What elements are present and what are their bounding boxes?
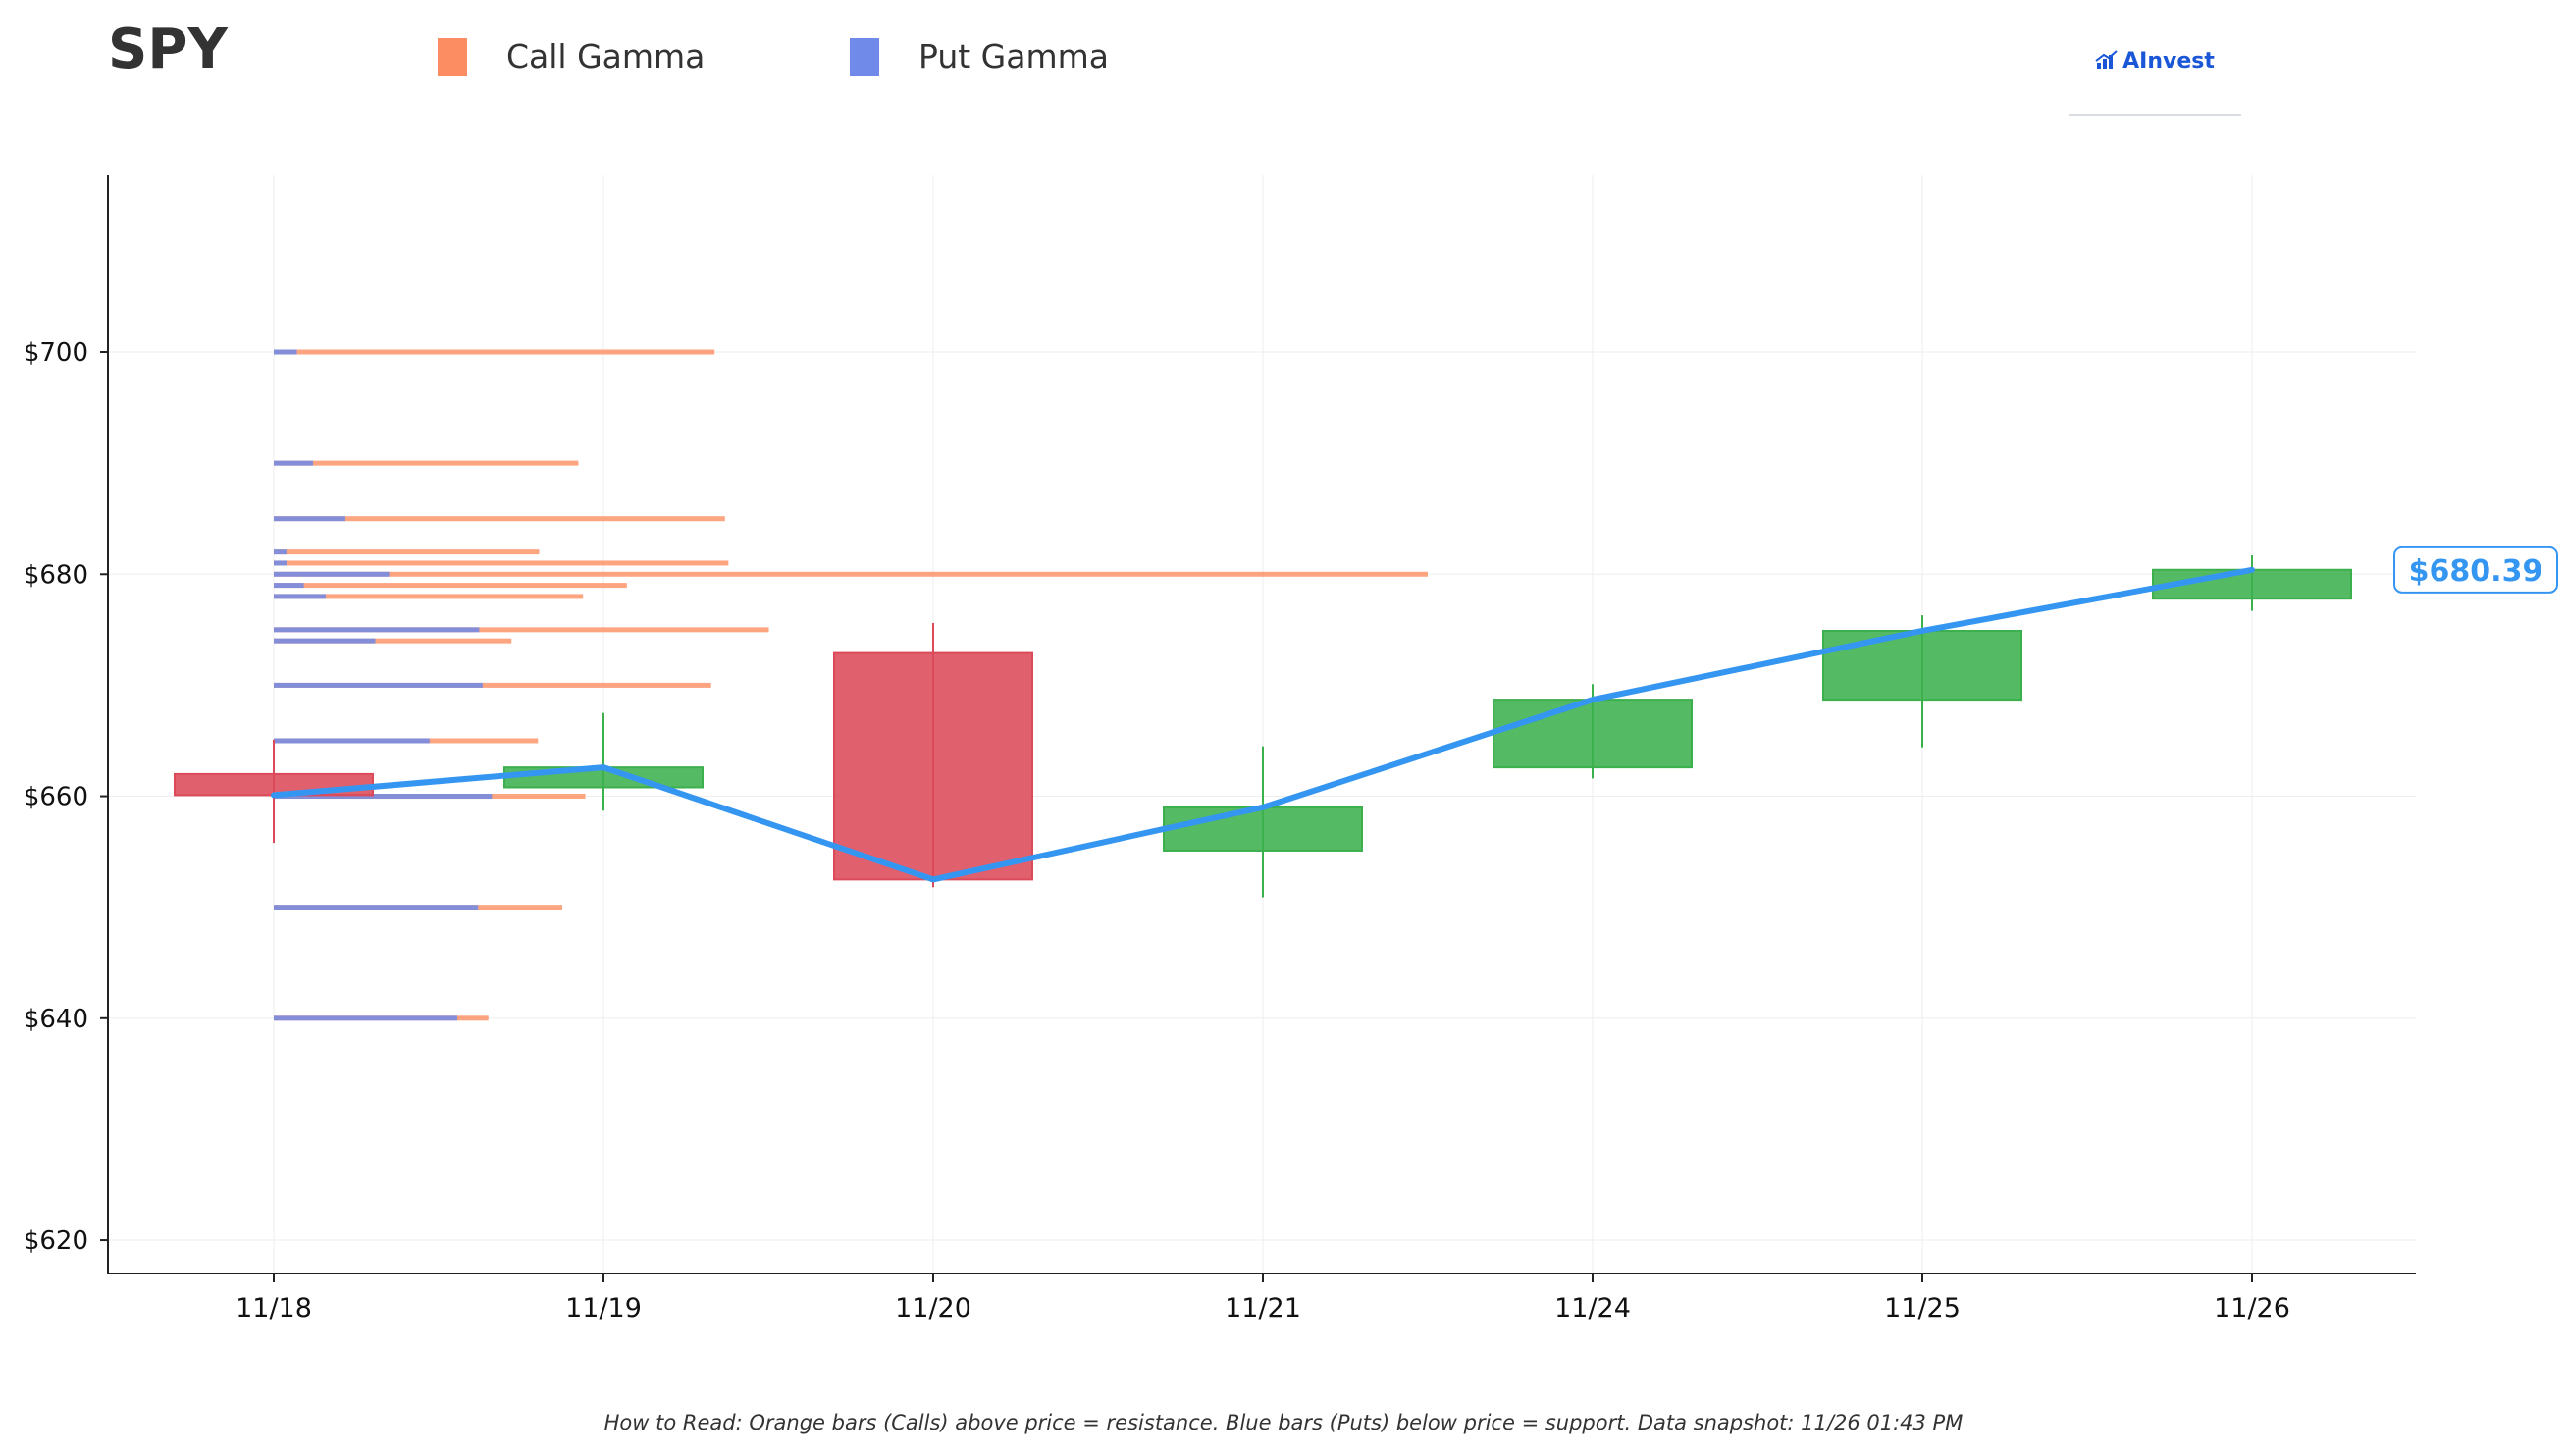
y-tick-label: $640 (24, 1005, 88, 1034)
candle-body (1493, 699, 1693, 769)
current-price-badge (2393, 546, 2558, 594)
put-gamma-bar (274, 738, 430, 744)
legend-put-gamma-label: Put Gamma (918, 37, 1109, 76)
call-gamma-bar (274, 583, 627, 589)
candle-body (503, 766, 704, 789)
current-price-label: $680.39 (2409, 554, 2543, 589)
gamma-layer (274, 349, 1428, 1021)
x-tick-label: 11/19 (565, 1293, 642, 1324)
call-gamma-bar (274, 627, 769, 633)
put-gamma-bar (274, 905, 479, 910)
call-gamma-bar (274, 549, 540, 555)
how-to-read-footnote: How to Read: Orange bars (Calls) above p… (603, 1411, 1964, 1434)
candle-body (1163, 806, 1363, 852)
candle-layer (174, 555, 2352, 898)
call-gamma-bar (274, 349, 715, 355)
grid-layer (108, 175, 2416, 1274)
ainvest-logo: AInvest (2069, 49, 2241, 116)
ticker-title: SPY (108, 18, 228, 81)
candle-body (174, 772, 374, 797)
candle-body (1822, 629, 2022, 702)
call-gamma-bar (274, 682, 711, 688)
put-gamma-bar (274, 583, 304, 589)
y-tick-label: $620 (24, 1226, 88, 1256)
candle-body (2152, 568, 2352, 600)
y-tick-label: $680 (24, 560, 88, 590)
put-gamma-bar (274, 460, 313, 466)
call-gamma-bar (274, 794, 586, 800)
put-gamma-bar (274, 627, 480, 633)
x-tick-label: 11/18 (236, 1293, 312, 1324)
call-gamma-swatch (438, 37, 467, 76)
x-tick-label: 11/21 (1225, 1293, 1301, 1324)
put-gamma-bar (274, 638, 376, 644)
call-gamma-bar (274, 1015, 489, 1021)
y-tick-label: $700 (24, 338, 88, 368)
put-gamma-bar (274, 1015, 457, 1021)
y-tick-label: $660 (24, 783, 88, 812)
price-line (271, 566, 2255, 883)
put-gamma-bar (274, 571, 390, 577)
put-gamma-bar (274, 549, 287, 555)
put-gamma-bar (274, 594, 326, 599)
put-gamma-bar (274, 682, 483, 688)
legend-call-gamma: Call Gamma (438, 37, 705, 76)
call-gamma-bar (274, 738, 539, 744)
price-line-layer (271, 566, 2255, 883)
logo-bars-icon (2095, 50, 2118, 69)
x-tick-label: 11/26 (2214, 1293, 2290, 1324)
call-gamma-bar (274, 560, 729, 566)
call-gamma-bar (274, 638, 512, 644)
put-gamma-bar (274, 516, 345, 522)
legend-call-gamma-label: Call Gamma (506, 37, 706, 76)
put-gamma-bar (274, 349, 297, 355)
legend-put-gamma: Put Gamma (850, 37, 1109, 76)
x-tick-label: 11/20 (895, 1293, 971, 1324)
x-tick-label: 11/24 (1554, 1293, 1631, 1324)
axis-layer: $620 $640 $660 $680 $700 11/18 11/19 11/20 11/21… (24, 175, 2558, 1324)
logo-text: AInvest (2122, 49, 2215, 74)
call-gamma-bar (274, 594, 584, 599)
call-gamma-bar (274, 460, 579, 466)
x-tick-label: 11/25 (1884, 1293, 1961, 1324)
put-gamma-bar (274, 794, 493, 800)
call-gamma-bar (274, 571, 1428, 577)
candle-body (833, 651, 1033, 881)
put-gamma-swatch (850, 37, 879, 76)
call-gamma-bar (274, 905, 562, 910)
call-gamma-bar (274, 516, 725, 522)
put-gamma-bar (274, 560, 287, 566)
